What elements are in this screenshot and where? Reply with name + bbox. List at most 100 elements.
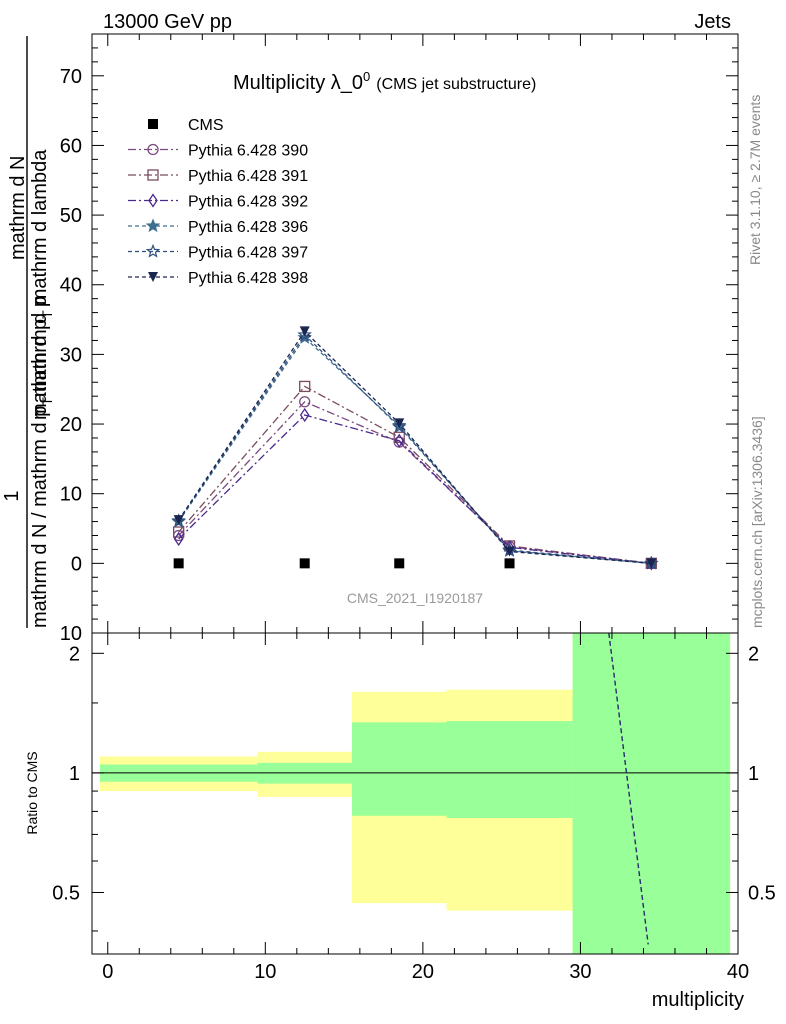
data-point — [299, 396, 311, 408]
ratio-y-tick-label: 2 — [69, 643, 80, 665]
ratio-y-tick-label-right: 2 — [748, 643, 759, 665]
legend-label: Pythia 6.428 396 — [188, 219, 308, 236]
ratio-mc-line — [608, 632, 649, 945]
legend-marker — [148, 193, 158, 208]
legend-entry: Pythia 6.428 397 — [128, 243, 308, 262]
series-line — [178, 330, 652, 564]
legend: CMS Pythia 6.428 390 Pythia 6.428 391 Pythi… — [128, 117, 308, 287]
legend-entry: Pythia 6.428 391 — [128, 168, 308, 185]
ylabel-denom-part2: mathrm d p — [29, 296, 51, 397]
x-tick-label: 30 — [569, 961, 591, 983]
series-3 — [173, 407, 657, 571]
series-4 — [171, 330, 659, 570]
legend-entry: Pythia 6.428 398 — [128, 270, 308, 287]
data-point — [299, 558, 310, 569]
data-point — [173, 515, 184, 526]
legend-label: Pythia 6.428 390 — [188, 143, 308, 160]
series-2 — [173, 380, 657, 569]
legend-marker — [148, 119, 158, 129]
header-left: 13000 GeV pp — [103, 11, 232, 33]
ylabel-denominator: mathrm d N / mathrm d pTmathrm d p — [29, 296, 55, 628]
y-tick-label: 30 — [60, 344, 82, 366]
ylabel-denom-sub: T — [39, 397, 55, 406]
ratio-y-tick-label-right: 0.5 — [748, 882, 776, 904]
legend-label: CMS — [188, 117, 224, 134]
legend-marker — [147, 143, 159, 156]
y-tick-label: 10 — [60, 484, 82, 506]
data-point — [391, 419, 407, 434]
legend-marker — [145, 243, 161, 258]
data-point — [394, 418, 405, 429]
legend-entry: CMS — [148, 117, 224, 134]
y-tick-label: 0 — [71, 553, 82, 575]
series-line — [178, 400, 652, 564]
legend-label: Pythia 6.428 397 — [188, 245, 308, 262]
data-point — [299, 326, 310, 337]
legend-label: Pythia 6.428 398 — [188, 270, 308, 287]
uncertainty-band-inner — [351, 722, 447, 816]
ratio-frame — [91, 632, 739, 955]
data-point — [299, 407, 310, 423]
y-tick-label: 60 — [60, 135, 82, 157]
data-point — [394, 558, 405, 569]
ylabel-numerator: 1 — [1, 490, 23, 501]
data-point — [299, 380, 311, 393]
x-tick-label: 10 — [254, 961, 276, 983]
ratio-panel: 0.5 0.51 12 20 10 20 30 40 Ratio to CMS multipl… — [24, 632, 776, 1011]
ylabel-denom-part1: mathrm d N / mathrm d p — [29, 406, 51, 628]
legend-label: Pythia 6.428 391 — [188, 168, 308, 185]
data-point — [504, 558, 515, 569]
header-right: Jets — [694, 11, 731, 33]
y-tick-label: 40 — [60, 275, 82, 297]
ylabel-upper-dlambda: mathrm d lambda — [29, 149, 51, 305]
data-point — [173, 531, 184, 547]
ylabel-dN: mathrm d N — [7, 156, 29, 260]
data-point — [393, 431, 405, 443]
analysis-id: CMS_2021_I1920187 — [347, 590, 483, 606]
data-point — [297, 327, 312, 342]
data-point — [173, 526, 185, 538]
data-point — [504, 546, 515, 557]
y-tick-label: 20 — [60, 414, 82, 436]
uncertainty-band-inner — [572, 633, 731, 954]
series-line — [178, 385, 652, 564]
data-point — [173, 558, 184, 569]
legend-marker — [148, 272, 158, 282]
ratio-y-tick-label: 1 — [69, 763, 80, 785]
ylabel-upper-sub: T — [39, 310, 55, 319]
legend-marker — [145, 218, 161, 233]
legend-marker — [147, 169, 159, 181]
y-tick-label: 70 — [60, 66, 82, 88]
ratio-y-tick-label: 0.5 — [52, 882, 80, 904]
xlabel: multiplicity — [652, 989, 744, 1011]
main-title-main: Multiplicity λ_0 — [233, 72, 363, 94]
rivet-label: Rivet 3.1.10, ≥ 2.7M events — [747, 95, 763, 265]
series-5 — [171, 327, 659, 570]
x-tick-label: 0 — [102, 961, 113, 983]
legend-entry: Pythia 6.428 392 — [128, 193, 308, 211]
y-tick-label: 10 — [60, 623, 82, 645]
legend-entry: Pythia 6.428 390 — [128, 143, 308, 160]
x-tick-label: 20 — [412, 961, 434, 983]
main-title: Multiplicity λ_00 (CMS jet substructure) — [233, 69, 536, 94]
y-tick-label: 50 — [60, 205, 82, 227]
series-line — [178, 333, 652, 564]
ratio-y-tick-label-right: 1 — [748, 763, 759, 785]
ratio-ylabel: Ratio to CMS — [24, 751, 40, 834]
series-line — [178, 414, 652, 564]
series-6 — [173, 326, 657, 569]
series-0 — [173, 558, 657, 569]
legend-entry: Pythia 6.428 396 — [128, 218, 308, 236]
x-tick-label: 40 — [727, 961, 749, 983]
main-title-sup: 0 — [363, 69, 370, 84]
mcplots-label: mcplots.cern.ch [arXiv:1306.3436] — [749, 416, 765, 628]
data-point — [646, 558, 657, 569]
uncertainty-band-inner — [446, 721, 573, 818]
ylabel-upper: mathrm d pTmathrm d lambda — [29, 149, 55, 420]
ylabel-upper-dpt: mathrm d p — [29, 319, 51, 420]
main-panel: Multiplicity λ_00 (CMS jet substructure) … — [1, 33, 739, 645]
data-point — [394, 433, 405, 448]
main-title-sub: (CMS jet substructure) — [376, 76, 536, 93]
legend-label: Pythia 6.428 392 — [188, 194, 308, 211]
